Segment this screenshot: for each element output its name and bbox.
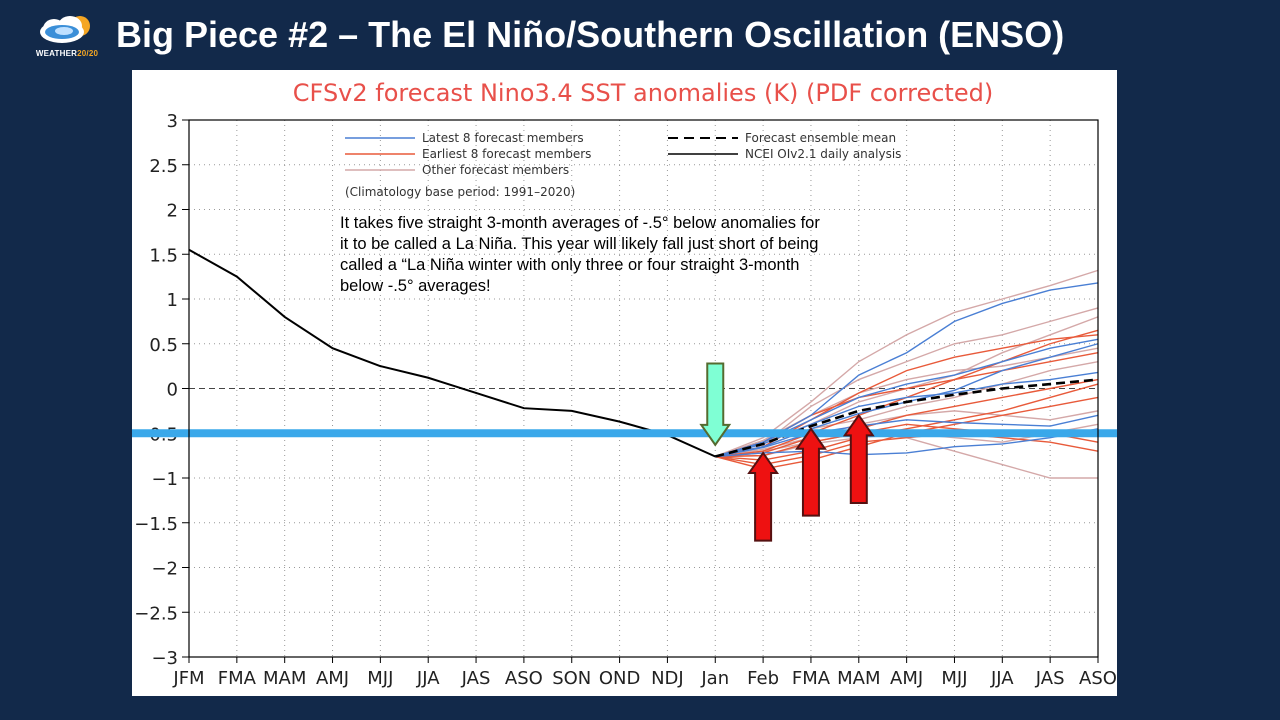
x-tick-label: SON: [552, 668, 591, 689]
up-arrow: [747, 451, 780, 542]
x-tick-label: JJA: [416, 668, 440, 689]
x-tick-label: MJJ: [941, 668, 967, 689]
x-tick-label: JJA: [990, 668, 1014, 689]
x-tick-label: ASO: [1079, 668, 1117, 689]
analysis-line: [188, 248, 716, 458]
x-tick-label: JAS: [461, 668, 491, 689]
x-tick-label: Feb: [747, 668, 779, 689]
x-tick-labels: JFM FMA MAM AMJ MJJ JJA JAS ASO SON OND NDJ Jan Feb F…: [172, 657, 1117, 689]
y-tick-label: −1.5: [134, 514, 178, 535]
member-line-latest: [715, 371, 1099, 458]
x-tick-label: MAM: [837, 668, 880, 689]
weather2020-logo: WEATHER20/20: [22, 12, 112, 64]
y-tick-label: −1: [151, 469, 178, 490]
x-tick-label: AMJ: [890, 668, 923, 689]
x-tick-label: MJJ: [367, 668, 393, 689]
ensemble-mean-line: [714, 378, 1099, 458]
x-tick-label: Jan: [700, 668, 729, 689]
up-arrow: [842, 413, 875, 505]
y-tick-label: −2: [151, 559, 178, 580]
legend-label: Other forecast members: [422, 163, 569, 177]
x-tick-label: JFM: [172, 668, 204, 689]
cloud-sun-icon: [40, 16, 90, 43]
chart-panel: CFSv2 forecast Nino3.4 SST anomalies (K)…: [132, 70, 1117, 696]
y-tick-label: −2.5: [134, 603, 178, 624]
member-line-latest: [715, 428, 1099, 458]
y-tick-labels: 32.521.510.50−0.5−1−1.5−2−2.5−3: [134, 111, 189, 669]
x-tick-label: JAS: [1035, 668, 1065, 689]
up-arrow: [795, 427, 827, 517]
x-tick-label: FMA: [218, 668, 257, 689]
x-tick-label: OND: [599, 668, 641, 689]
member-line-earliest: [715, 383, 1099, 461]
x-tick-label: FMA: [792, 668, 831, 689]
y-tick-label: 1: [167, 290, 178, 311]
y-tick-label: 0: [167, 380, 178, 401]
x-tick-label: NDJ: [651, 668, 684, 689]
member-line-latest: [715, 414, 1099, 458]
member-line-other: [715, 269, 1099, 458]
y-tick-label: −3: [151, 648, 178, 669]
logo-wordmark: WEATHER20/20: [35, 49, 99, 58]
member-line-earliest: [715, 432, 1099, 466]
slide-title: Big Piece #2 – The El Niño/Southern Osci…: [116, 14, 1065, 55]
y-tick-label: 2.5: [149, 156, 178, 177]
down-arrow: [699, 362, 732, 447]
y-tick-label: 2: [167, 201, 178, 222]
enso-forecast-chart: CFSv2 forecast Nino3.4 SST anomalies (K)…: [132, 79, 1117, 689]
y-tick-label: 0.5: [149, 335, 178, 356]
chart-title: CFSv2 forecast Nino3.4 SST anomalies (K)…: [293, 79, 993, 107]
member-line-earliest: [715, 378, 1099, 458]
forecast-members: [715, 269, 1099, 479]
annotation-text: It takes five straight 3-month averages …: [340, 214, 820, 295]
x-tick-label: MAM: [263, 668, 306, 689]
legend-label: Earliest 8 forecast members: [422, 147, 591, 161]
legend-note: (Climatology base period: 1991–2020): [345, 185, 575, 199]
legend-label: Latest 8 forecast members: [422, 131, 584, 145]
legend: Latest 8 forecast members Earliest 8 fore…: [345, 131, 901, 199]
x-tick-label: AMJ: [316, 668, 349, 689]
legend-label: NCEI OIv2.1 daily analysis: [745, 147, 901, 161]
plot-frame: [188, 119, 1099, 658]
y-tick-label: 3: [167, 111, 178, 132]
x-tick-label: ASO: [505, 668, 543, 689]
legend-label: Forecast ensemble mean: [745, 131, 896, 145]
y-tick-label: 1.5: [149, 245, 178, 266]
